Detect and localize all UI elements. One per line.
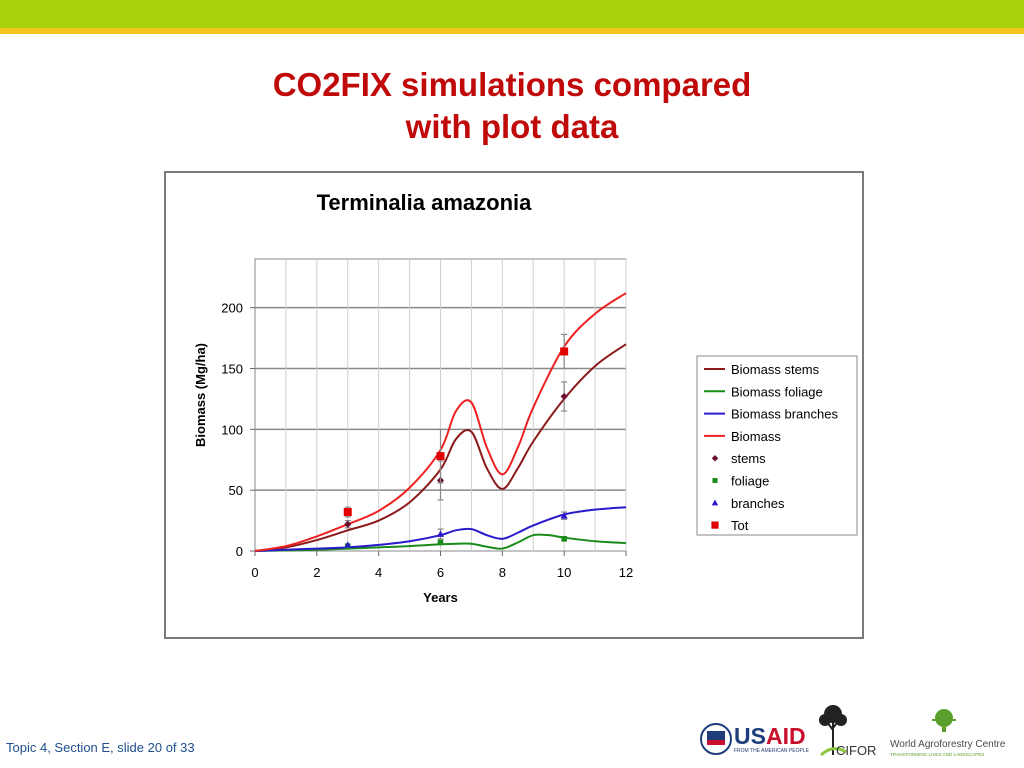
cifor-logo: CIFOR [819,705,876,758]
cifor-logo-text: CIFOR [836,743,876,758]
data-point-stems-0 [344,520,352,528]
legend-label-branches: branches [731,496,785,511]
x-axis-label: Years [423,590,458,605]
legend-label-stems: stems [731,451,766,466]
legend-label-foliage: foliage [731,474,769,489]
legend-swatch-foliage [712,477,718,484]
top-banner [0,0,1024,28]
legend-label-biomass: Biomass [731,429,781,444]
y-tick-label-200: 200 [221,301,243,316]
x-tick-label-2: 2 [313,565,320,580]
data-point-foliage-1 [437,539,444,546]
data-point-tot-2 [560,347,569,356]
x-tick-label-12: 12 [619,565,633,580]
accent-line [0,28,1024,34]
legend-label-tot: Tot [731,518,749,533]
y-axis-label: Biomass (Mg/ha) [193,343,208,447]
legend-label-biomass-branches: Biomass branches [731,407,838,422]
usaid-logo-aid: AID [766,723,806,749]
usaid-logo-us: US [734,723,766,749]
y-tick-label-50: 50 [229,483,243,498]
data-point-foliage-2 [561,536,567,542]
series-line-biomass-stems [254,343,627,552]
legend-swatch-tot [711,521,719,529]
legend-swatch-branches [711,499,719,506]
slide-title-line-1: CO2FIX simulations compared [272,66,752,103]
x-tick-label-10: 10 [557,565,571,580]
usaid-logo: USAID FROM THE AMERICAN PEOPLE [700,723,810,755]
y-tick-label-100: 100 [221,422,243,437]
data-point-branches-1 [436,530,445,537]
series-line-biomass-branches [254,506,627,552]
svg-text:USAID: USAID [734,723,806,749]
y-tick-label-0: 0 [236,544,243,559]
slide-title: CO2FIX simulations compared with plot da… [0,64,1024,148]
data-point-stems-2 [560,392,568,401]
data-point-branches-2 [560,512,568,519]
y-tick-label-150: 150 [221,362,243,377]
x-tick-label-0: 0 [251,565,258,580]
legend-box [696,355,858,536]
series-line-biomass [254,292,627,552]
slide-footer: Topic 4, Section E, slide 20 of 33 [6,740,195,755]
data-point-branches-0 [344,541,352,548]
partner-logos: USAID FROM THE AMERICAN PEOPLE CIFOR Wor… [700,705,1006,758]
series-line-biomass-foliage [254,533,627,552]
icraf-tagline: TRANSFORMING LIVES AND LANDSCAPES [890,752,984,757]
slide-title-line-2: with plot data [405,108,619,145]
x-tick-label-6: 6 [437,565,444,580]
legend-swatch-stems [711,454,719,462]
icraf-logo: World Agroforestry Centre TRANSFORMING L… [890,709,1006,757]
x-tick-label-4: 4 [375,565,382,580]
legend-label-biomass-foliage: Biomass foliage [731,384,823,399]
biomass-chart: Terminalia amazonia 0 50 100 150 200 0 2 4 6 8 10 12… [193,190,858,605]
icraf-logo-text: World Agroforestry Centre [890,739,1006,750]
data-point-tot-0 [343,508,352,517]
chart-title: Terminalia amazonia [317,190,533,215]
data-point-tot-1 [436,452,445,461]
x-tick-label-8: 8 [499,565,506,580]
legend-label-biomass-stems: Biomass stems [731,362,820,377]
usaid-tagline: FROM THE AMERICAN PEOPLE [734,748,810,754]
